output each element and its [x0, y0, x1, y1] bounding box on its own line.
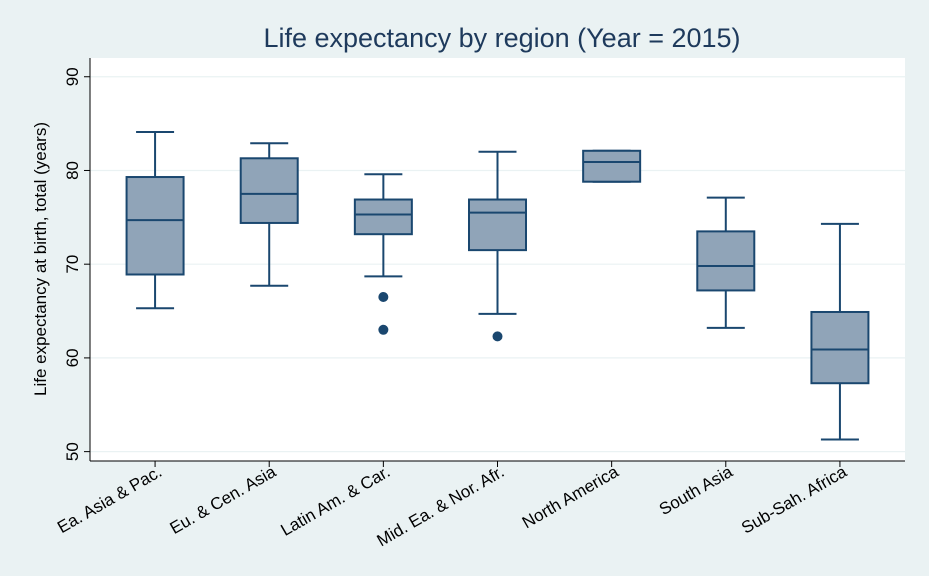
- box-group: [125, 131, 185, 310]
- y-tick-label: 80: [63, 161, 82, 180]
- box-group: [353, 173, 413, 335]
- y-axis: 50 60 70 80 90: [63, 58, 91, 461]
- box-group: [810, 222, 870, 441]
- iqr-box: [239, 157, 299, 224]
- iqr-box: [125, 176, 185, 276]
- iqr-box: [468, 198, 527, 252]
- box-group: [239, 142, 299, 287]
- outlier-point: [378, 324, 389, 335]
- iqr-box: [810, 310, 870, 385]
- y-tick-label: 50: [63, 442, 82, 461]
- outlier-point: [378, 291, 389, 302]
- y-tick-label: 70: [63, 255, 82, 274]
- box-group: [468, 150, 527, 342]
- y-tick-label: 90: [63, 67, 82, 86]
- y-tick-label: 60: [63, 348, 82, 367]
- iqr-box: [582, 149, 642, 183]
- boxes: [125, 131, 870, 441]
- box-group: [582, 149, 642, 183]
- chart-title: Life expectancy by region (Year = 2015): [263, 23, 740, 53]
- iqr-box: [353, 198, 413, 236]
- box-group: [696, 196, 756, 329]
- y-axis-label: Life expectancy at birth, total (years): [31, 122, 50, 396]
- iqr-box: [696, 230, 756, 292]
- outlier-point: [492, 331, 503, 342]
